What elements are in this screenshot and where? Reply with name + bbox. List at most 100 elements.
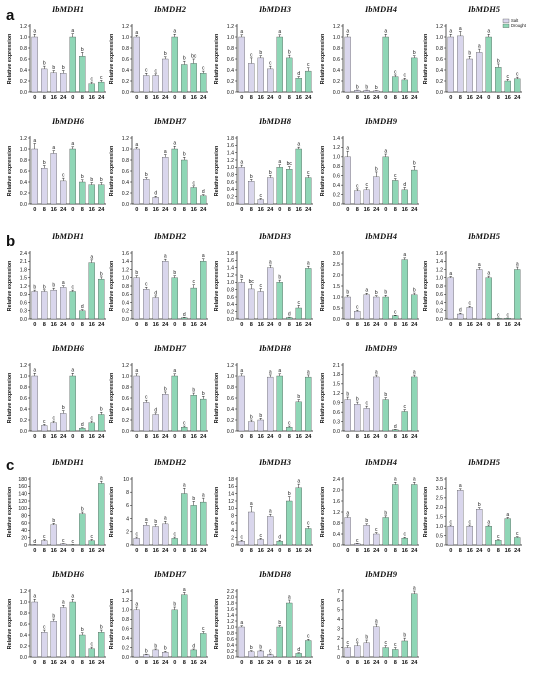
significance-letter: b xyxy=(468,51,471,57)
drought-bar xyxy=(392,180,399,205)
panel-b: b IbMDH1 Relative expression 0.0 0.3 0.6 0.9 1.… xyxy=(6,231,522,440)
y-axis-label: Relative expression xyxy=(7,487,13,538)
salt-bar xyxy=(50,289,57,320)
drought-bar xyxy=(295,487,302,546)
significance-letter: a xyxy=(240,160,243,166)
drought-bar xyxy=(190,287,197,320)
significance-letter: c xyxy=(91,416,94,422)
salt-bar xyxy=(363,408,370,432)
y-tick-label: 1.8 xyxy=(227,136,234,142)
y-tick-label: 0.0 xyxy=(436,317,443,323)
significance-letter: b xyxy=(43,160,46,166)
significance-letter: c xyxy=(43,419,46,425)
significance-letter: a xyxy=(288,594,291,600)
x-tick-label: 16 xyxy=(51,95,57,101)
drought-bar xyxy=(411,169,418,205)
x-tick-label: 8 xyxy=(288,434,291,440)
drought-bar xyxy=(69,375,76,432)
salt-bar xyxy=(363,90,370,93)
significance-letter: a xyxy=(297,142,300,148)
significance-letter: b xyxy=(384,392,387,398)
y-tick-label: 0.8 xyxy=(122,284,129,290)
y-tick-label: 1.2 xyxy=(122,24,129,30)
significance-letter: c xyxy=(347,640,350,646)
salt-bar xyxy=(238,167,245,205)
drought-bar xyxy=(190,187,197,205)
salt-bar xyxy=(248,421,255,432)
x-tick-label: 24 xyxy=(267,207,274,213)
x-tick-label: 0 xyxy=(33,322,36,328)
drought-bar xyxy=(401,189,408,205)
y-tick-label: 1.5 xyxy=(333,284,340,290)
y-tick-label: 1.8 xyxy=(333,372,340,378)
significance-letter: a xyxy=(516,261,519,267)
y-tick-label: 1 xyxy=(337,645,340,651)
significance-letter: a xyxy=(478,44,481,50)
x-tick-label: 8 xyxy=(459,548,462,554)
y-tick-label: 2.1 xyxy=(333,363,340,369)
salt-bar xyxy=(373,296,380,320)
y-tick-label: 0.6 xyxy=(227,295,234,301)
x-tick-label: 8 xyxy=(356,548,359,554)
y-tick-label: 1.2 xyxy=(333,145,340,151)
significance-letter: c xyxy=(91,534,94,540)
x-tick-label: 16 xyxy=(153,548,159,554)
x-tick-label: 0 xyxy=(240,322,243,328)
x-tick-label: 0 xyxy=(173,434,176,440)
significance-letter: b xyxy=(145,172,148,178)
x-tick-label: 24 xyxy=(411,207,418,213)
chart-title: IbMDH7 xyxy=(153,343,187,353)
y-tick-label: 1.4 xyxy=(227,265,234,271)
y-axis-label: Relative expression xyxy=(423,34,429,85)
x-tick-label: 8 xyxy=(43,660,46,666)
significance-letter: c xyxy=(507,312,510,318)
y-tick-label: 0.8 xyxy=(20,611,27,617)
salt-bar xyxy=(248,181,255,205)
salt-bar xyxy=(476,269,483,320)
y-axis-label: Relative expression xyxy=(7,34,13,85)
salt-bar xyxy=(344,517,351,546)
significance-letter: a xyxy=(52,145,55,151)
y-tick-label: 1.0 xyxy=(227,280,234,286)
x-tick-label: 8 xyxy=(288,95,291,101)
y-axis-label: Relative expression xyxy=(7,373,13,424)
chart-title: IbMDH9 xyxy=(364,569,398,579)
x-tick-label: 24 xyxy=(60,434,67,440)
x-tick-label: 16 xyxy=(296,95,302,101)
x-tick-label: 24 xyxy=(60,207,67,213)
significance-letter: c xyxy=(356,183,359,189)
x-tick-label: 16 xyxy=(89,322,95,328)
x-tick-label: 16 xyxy=(296,548,302,554)
significance-letter: c xyxy=(404,404,407,410)
y-tick-label: 0.8 xyxy=(227,172,234,178)
x-tick-label: 0 xyxy=(240,95,243,101)
x-tick-label: 16 xyxy=(364,95,370,101)
y-tick-label: 0.6 xyxy=(122,57,129,63)
significance-letter: b xyxy=(52,518,55,524)
salt-bar xyxy=(162,261,169,320)
significance-letter: c xyxy=(43,534,46,540)
significance-letter: a xyxy=(269,369,272,375)
y-tick-label: 0 xyxy=(126,543,129,549)
y-axis-label: Relative expression xyxy=(320,487,326,538)
y-tick-label: 160 xyxy=(18,484,27,490)
drought-bar xyxy=(98,81,105,93)
y-tick-label: 0.4 xyxy=(227,643,234,649)
significance-letter: d xyxy=(183,312,186,318)
x-tick-label: 0 xyxy=(135,434,138,440)
panel-label-b: b xyxy=(6,233,15,250)
x-tick-label: 8 xyxy=(497,548,500,554)
drought-bar xyxy=(485,277,492,320)
x-tick-label: 16 xyxy=(258,95,264,101)
x-tick-label: 0 xyxy=(449,322,452,328)
y-tick-label: 10 xyxy=(123,477,129,483)
x-tick-label: 0 xyxy=(346,322,349,328)
drought-bar xyxy=(401,79,408,93)
significance-letter: b xyxy=(173,601,176,607)
drought-bar xyxy=(295,401,302,432)
significance-letter: a xyxy=(278,159,281,165)
significance-letter: a xyxy=(135,368,138,374)
y-tick-label: 6 xyxy=(231,521,234,527)
salt-bar xyxy=(257,291,264,320)
drought-bar xyxy=(276,282,283,320)
